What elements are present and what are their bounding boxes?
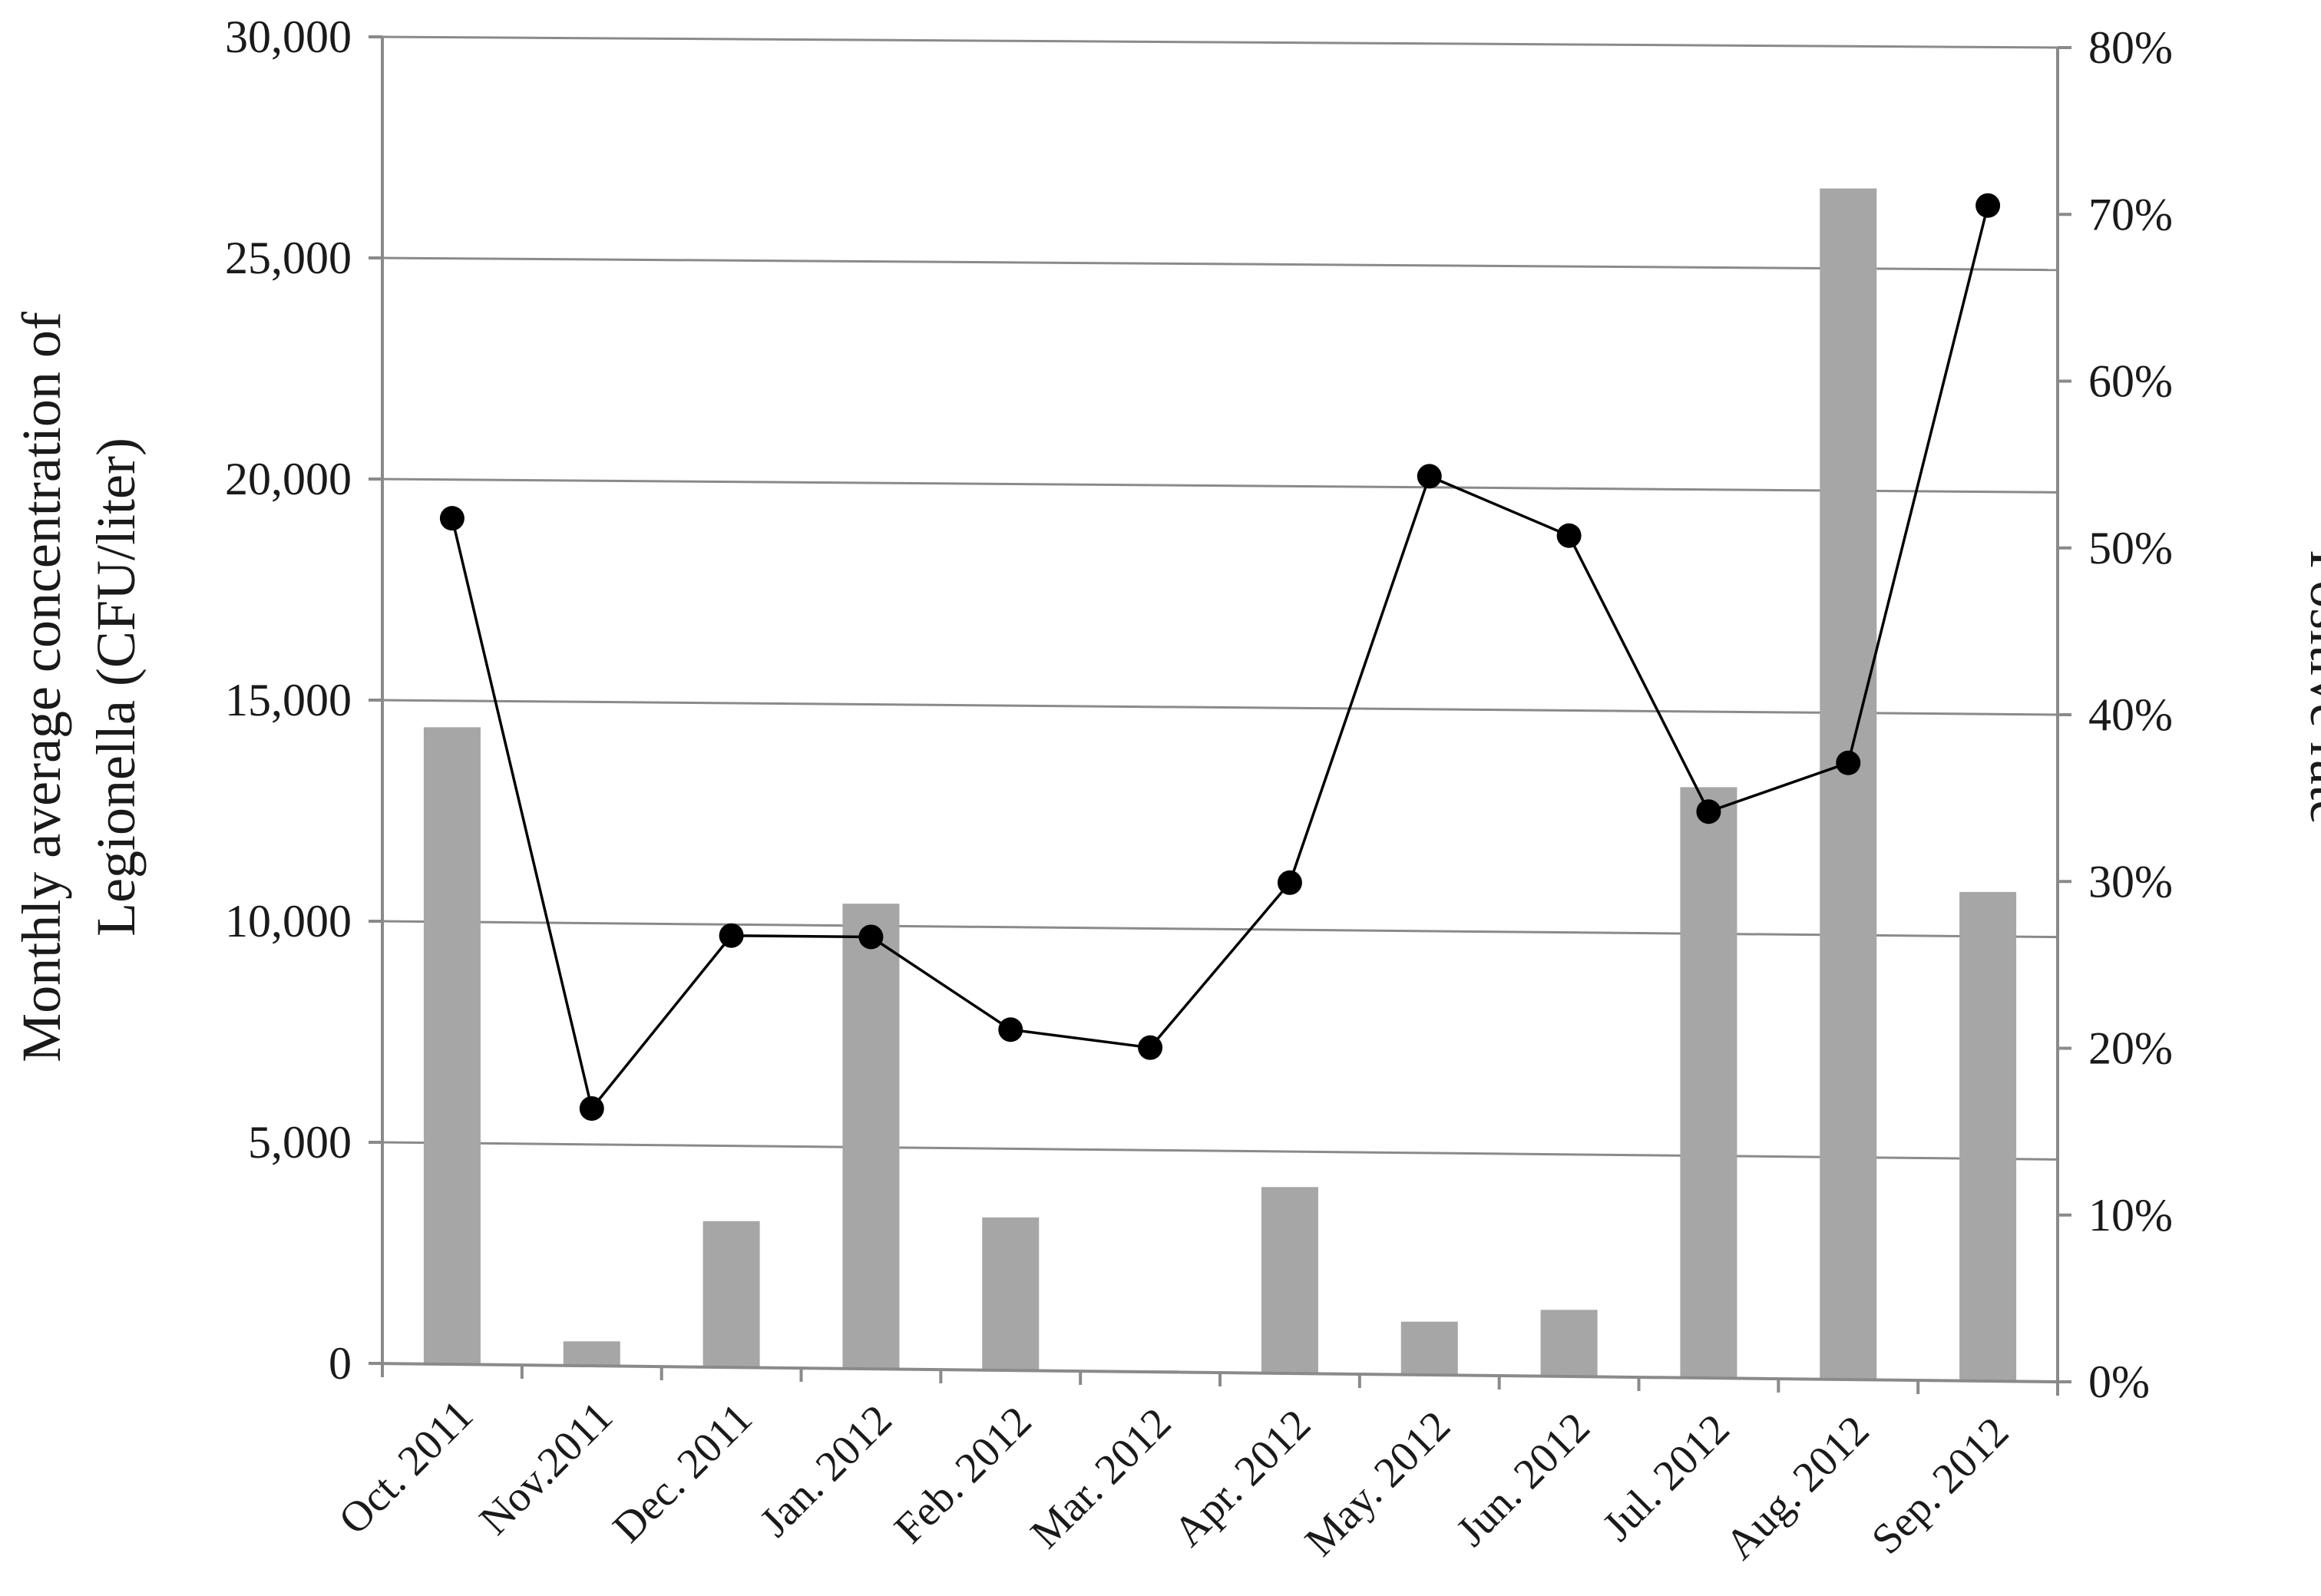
gridline	[382, 256, 2058, 272]
y2-tick-label: 50%	[2088, 523, 2173, 573]
line-point	[579, 1095, 604, 1121]
line-point	[439, 506, 465, 531]
y2-tick-label: 30%	[2088, 856, 2173, 907]
line-point	[1556, 523, 1582, 548]
line-point	[1836, 750, 1861, 775]
positive-rate-line	[451, 205, 1989, 1112]
gridline	[382, 35, 2058, 49]
bar	[1400, 1321, 1458, 1375]
y2-tick-label: 70%	[2088, 189, 2173, 240]
y-tick-label: 30,000	[225, 12, 352, 62]
y2-tick-label: 40%	[2088, 689, 2173, 740]
y2-tick-label: 60%	[2088, 356, 2173, 407]
bar	[1820, 188, 1877, 1380]
line-point	[1417, 464, 1442, 489]
x-tick-label: Aug. 2012	[1716, 1406, 1878, 1568]
y2-axis-title: Positive rate	[2299, 550, 2321, 824]
x-tick-label: Feb. 2012	[885, 1397, 1040, 1552]
y-tick-label: 15,000	[225, 675, 352, 725]
x-tick-label: Oct. 2011	[330, 1391, 483, 1544]
x-tick-label: May. 2012	[1296, 1402, 1460, 1565]
line-point	[1975, 193, 2001, 218]
x-axis	[369, 1362, 2058, 1383]
bar	[982, 1217, 1040, 1370]
y2-tick-label: 20%	[2088, 1023, 2173, 1074]
y-tick-label: 0	[329, 1338, 352, 1389]
bar	[703, 1221, 760, 1367]
bar	[842, 904, 900, 1369]
gridline	[382, 1141, 2058, 1161]
line-point	[1277, 870, 1302, 895]
bar	[1540, 1310, 1598, 1376]
line-point	[858, 924, 884, 950]
gridline	[382, 477, 2058, 494]
line-point	[1138, 1035, 1163, 1060]
x-tick-label: Jul. 2012	[1594, 1405, 1739, 1550]
y-axis-title-line-2: Legionella (CFU/liter)	[85, 438, 147, 937]
gridline	[382, 699, 2058, 716]
x-tick-label: Dec. 2011	[604, 1394, 762, 1551]
y2-tick-label: 10%	[2088, 1190, 2173, 1241]
bar	[1959, 891, 2017, 1381]
x-tick-label: Mar. 2012	[1022, 1399, 1181, 1558]
y2-tick-label: 80%	[2088, 22, 2173, 73]
gridlines	[369, 35, 2071, 1396]
y-axis-title-line-1: Monthly average concentration of	[11, 312, 72, 1062]
y2-tick-label: 0%	[2088, 1356, 2150, 1407]
y-tick-label: 25,000	[225, 233, 352, 283]
bar	[1680, 787, 1737, 1378]
bar	[1261, 1187, 1318, 1373]
y-tick-label: 20,000	[225, 454, 352, 504]
y-tick-label: 5,000	[248, 1117, 352, 1168]
x-tick-label: Jan. 2012	[751, 1396, 901, 1546]
x-tick-label: Jun. 2012	[1447, 1403, 1599, 1555]
line-point	[998, 1017, 1023, 1043]
bar	[423, 727, 481, 1364]
bar	[563, 1341, 620, 1366]
line-point	[719, 923, 744, 948]
axes	[369, 37, 2059, 1383]
x-tick-label: Nov.2011	[471, 1393, 622, 1544]
line-point	[1696, 799, 1721, 824]
axis-titles: Monthly average concentration of Legione…	[11, 312, 2321, 1062]
line-series	[439, 193, 2001, 1121]
y-tick-label: 10,000	[225, 896, 352, 947]
bar-series	[423, 188, 2017, 1381]
x-tick-label: Sep. 2012	[1863, 1408, 2018, 1563]
gridline	[382, 920, 2058, 939]
